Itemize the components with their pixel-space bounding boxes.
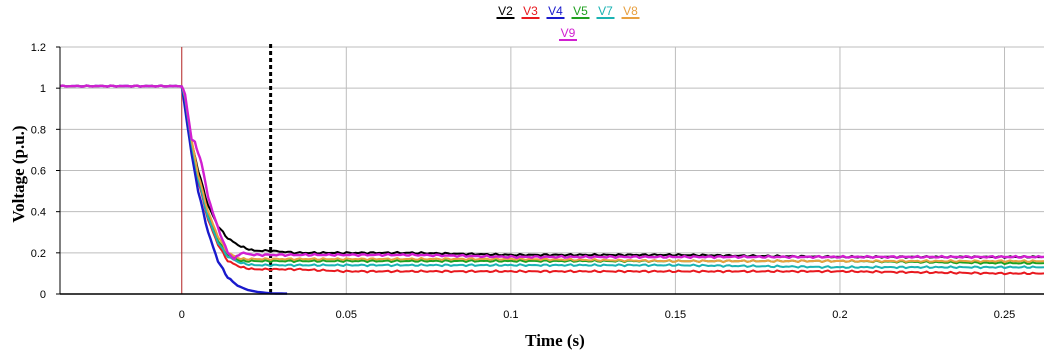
- y-tick-label: 0.6: [31, 166, 46, 178]
- y-tick-label: 0.8: [31, 124, 46, 136]
- x-tick-label: 0.1: [503, 309, 518, 321]
- series-line-v5: [59, 84, 1044, 265]
- legend-label-v9: V9: [561, 26, 576, 40]
- legend-label-v4: V4: [548, 4, 563, 18]
- x-tick-label: 0: [179, 309, 185, 321]
- axes: [56, 46, 1044, 295]
- y-tick-label: 1.2: [31, 42, 46, 54]
- legend-label-v7: V7: [598, 4, 613, 18]
- x-tick-label: 0.15: [665, 309, 686, 321]
- series-line-v7: [59, 84, 1044, 270]
- legend-label-v8: V8: [623, 4, 638, 18]
- y-tick-label: 0.2: [31, 248, 46, 260]
- series-line-v3: [59, 84, 1044, 276]
- x-axis-title: Time (s): [525, 331, 585, 350]
- x-tick-label: 0.05: [336, 309, 357, 321]
- y-tick-label: 1: [40, 83, 46, 95]
- tick-labels: 0 0.2 0.4 0.6 0.8 1 1.2 0 0.05 0.1 0.15 0.2 0.25: [31, 42, 1016, 321]
- series-line-v4: [59, 84, 288, 295]
- legend: V2 V3 V4 V5 V7 V8 V9: [496, 4, 640, 41]
- series-line-v8: [59, 84, 1044, 264]
- y-tick-label: 0: [40, 289, 46, 301]
- y-tick-label: 0.4: [31, 207, 46, 219]
- series-layer: [59, 84, 1044, 295]
- x-tick-label: 0.2: [832, 309, 847, 321]
- legend-label-v2: V2: [498, 4, 513, 18]
- legend-label-v3: V3: [523, 4, 538, 18]
- y-axis-title: Voltage (p.u.): [9, 125, 28, 222]
- legend-label-v5: V5: [573, 4, 588, 18]
- series-line-v9: [59, 84, 1044, 261]
- x-tick-label: 0.25: [994, 309, 1015, 321]
- grid: [60, 46, 1044, 294]
